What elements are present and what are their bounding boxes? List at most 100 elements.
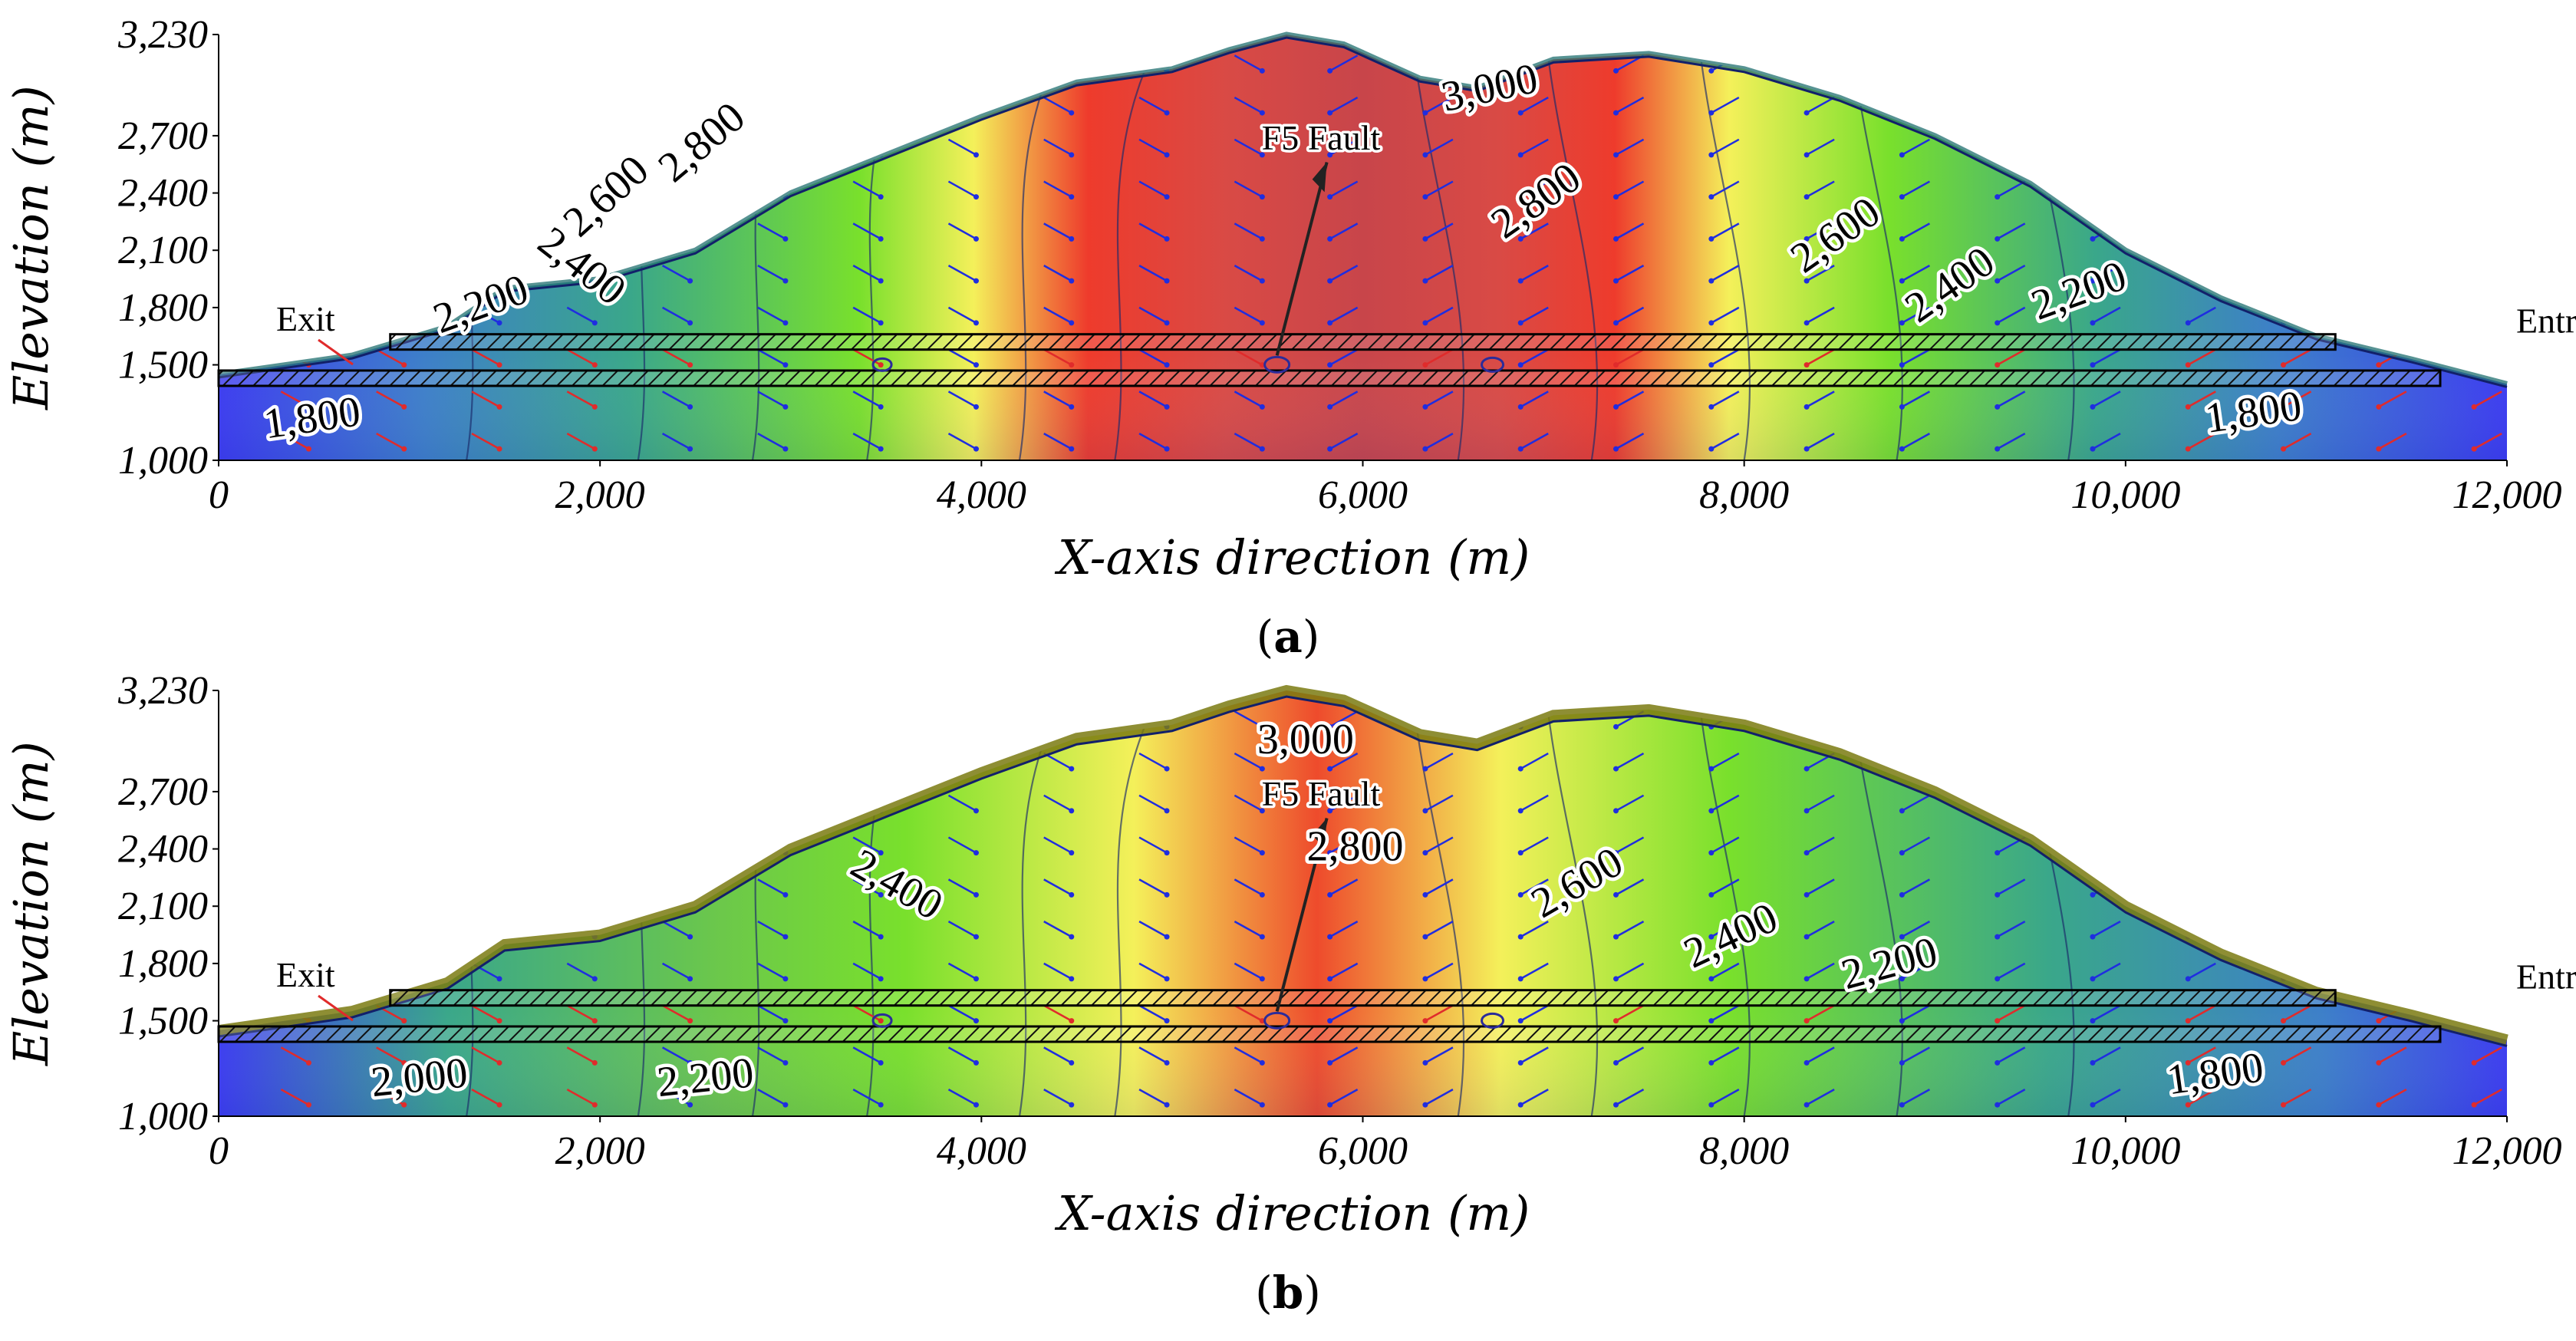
flow-vector (947, 433, 977, 450)
flow-vector (1138, 794, 1168, 812)
flow-vector-head (401, 110, 407, 116)
flow-vector-head (305, 278, 311, 284)
flow-vector (852, 348, 881, 366)
tunnel-lower (217, 1025, 2442, 1043)
flow-vector (1901, 433, 1930, 450)
flow-vector (1520, 138, 1549, 156)
flow-vector-head (2376, 1059, 2382, 1066)
flow-vector (1901, 752, 1930, 770)
flow-vector (280, 752, 310, 770)
flow-vector (280, 138, 310, 156)
flow-vector-head (878, 766, 884, 772)
flow-vector (2187, 1046, 2216, 1064)
panel-label-close: ) (1303, 1267, 1321, 1319)
flow-vector (1138, 1046, 1168, 1064)
flow-vector-head (1899, 1018, 1905, 1024)
flow-vector-head (1804, 320, 1810, 326)
flow-vector (947, 1004, 977, 1022)
flow-vector (1901, 54, 1930, 72)
flow-vector-head (1327, 891, 1333, 898)
flow-vector-head (782, 236, 789, 242)
flow-vector (2092, 962, 2121, 980)
flow-vector-head (1899, 1102, 1905, 1108)
flow-vector-head (2281, 891, 2287, 898)
entrance-label: Entrance (2516, 301, 2576, 341)
flow-vector (852, 180, 881, 198)
flow-vector (947, 710, 977, 728)
flow-vector (947, 836, 977, 854)
flow-vector (1615, 752, 1645, 770)
flow-vector (757, 390, 786, 408)
flow-vector-head (496, 723, 502, 730)
flow-vector-head (496, 194, 502, 200)
flow-vector (1043, 390, 1072, 408)
flow-vector (1806, 348, 1835, 366)
flow-vector (947, 138, 977, 156)
flow-vector-head (1708, 1059, 1715, 1066)
flow-vector (2187, 390, 2216, 408)
flow-vector-head (2281, 934, 2287, 940)
flow-vector-head (1259, 850, 1265, 856)
flow-vector-head (1899, 1059, 1905, 1066)
flow-vector (1520, 180, 1549, 198)
flow-vector (471, 710, 500, 728)
flow-vector (1329, 1004, 1359, 1022)
flow-vector (1329, 265, 1359, 282)
flow-vector (2187, 878, 2216, 896)
flow-vector (2473, 222, 2502, 240)
flow-vector-head (1164, 1102, 1170, 1108)
flow-vector-head (782, 110, 789, 116)
flow-vector (1234, 921, 1263, 938)
flow-vector-head (1899, 152, 1905, 158)
flow-vector-head (782, 1018, 789, 1024)
flow-vector (1425, 878, 1454, 896)
flow-vector (376, 265, 405, 282)
flow-vector (1806, 794, 1835, 812)
panel-b: F5 FaultExitEntrance2,0002,2002,4003,000… (3, 669, 2576, 1319)
flow-vector-head (2185, 236, 2191, 242)
flow-vector-head (2376, 1102, 2382, 1108)
flow-vector (947, 54, 977, 72)
flow-vector-head (1422, 1018, 1428, 1024)
flow-vector-head (1517, 1059, 1524, 1066)
flow-vector (1425, 710, 1454, 728)
flow-vector (757, 962, 786, 980)
flow-vector (280, 265, 310, 282)
flow-vector (757, 1046, 786, 1064)
flow-vector-head (1069, 152, 1075, 158)
y-tick-label: 2,700 (118, 770, 208, 814)
flow-vector-head (591, 723, 598, 730)
flow-vector (2473, 836, 2502, 854)
flow-vector-head (305, 194, 311, 200)
flow-vector-head (1164, 976, 1170, 982)
flow-vector-head (305, 1102, 311, 1108)
flow-vector (1806, 1089, 1835, 1106)
flow-vector-head (1422, 808, 1428, 814)
flow-vector-head (2185, 1059, 2191, 1066)
flow-vector (2282, 710, 2312, 728)
flow-vector-head (1259, 934, 1265, 940)
flow-vector-head (1804, 850, 1810, 856)
fault-arrow (1275, 162, 1329, 356)
flow-vector (566, 710, 595, 728)
flow-vector-head (496, 934, 502, 940)
flow-vector (1711, 1004, 1740, 1022)
flow-vector (280, 1089, 310, 1106)
flow-vector (2092, 348, 2121, 366)
flow-vector-head (1164, 850, 1170, 856)
flow-vector (566, 348, 595, 366)
flow-vector-head (591, 152, 598, 158)
flow-vector (1138, 306, 1168, 324)
flow-vector-head (591, 1059, 598, 1066)
flow-vector-head (2376, 1018, 2382, 1024)
flow-vector (757, 752, 786, 770)
flow-vector (471, 1089, 500, 1106)
flow-vector (1138, 752, 1168, 770)
flow-vector-head (2471, 808, 2477, 814)
flow-vector (1043, 962, 1072, 980)
flow-vector-head (2471, 320, 2477, 326)
flow-vector-head (973, 976, 979, 982)
flow-vector-head (1164, 446, 1170, 452)
flow-vector-head (687, 278, 693, 284)
flow-vector-head (2090, 1102, 2096, 1108)
